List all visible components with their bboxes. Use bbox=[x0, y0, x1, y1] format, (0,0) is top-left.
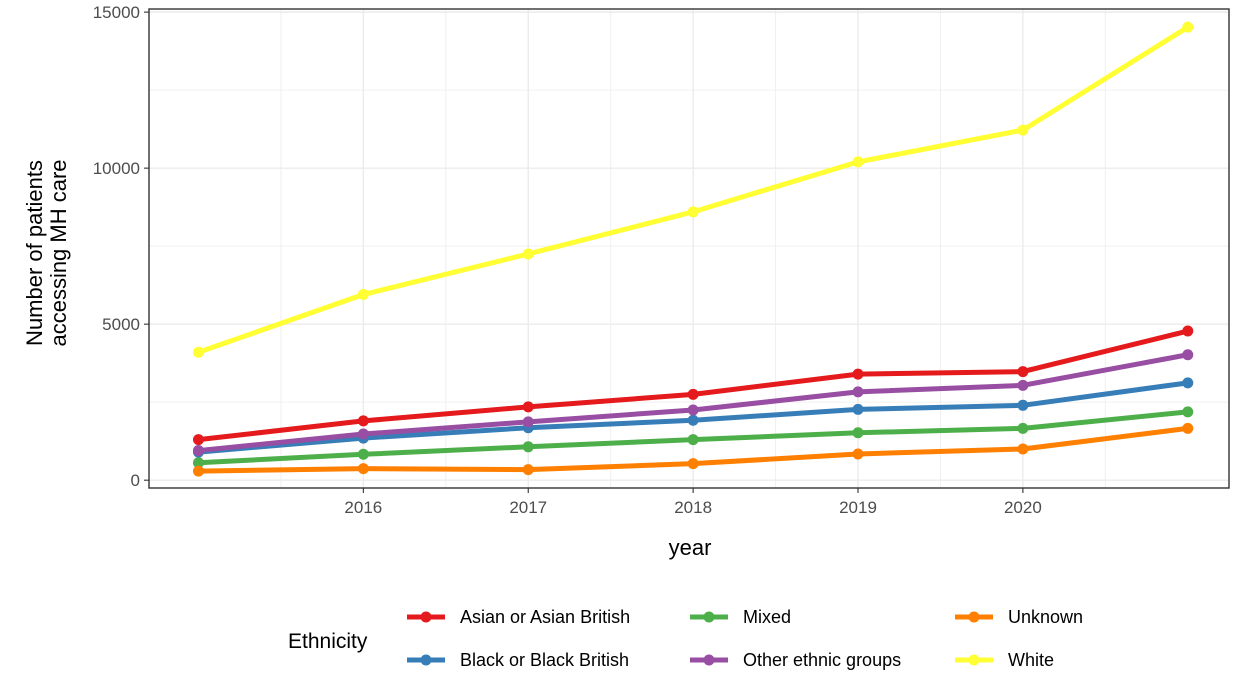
data-point bbox=[522, 441, 534, 453]
legend-title: Ethnicity bbox=[288, 630, 368, 653]
data-point bbox=[192, 346, 204, 358]
legend-item: Black or Black British bbox=[407, 650, 629, 670]
legend-key-point bbox=[703, 611, 715, 623]
data-point bbox=[1017, 366, 1029, 378]
data-point bbox=[1182, 325, 1194, 337]
data-point bbox=[687, 458, 699, 470]
legend-key-point bbox=[968, 654, 980, 666]
y-tick-label: 5000 bbox=[102, 315, 140, 334]
series-4 bbox=[192, 422, 1194, 477]
data-point bbox=[357, 448, 369, 460]
legend-label: White bbox=[1008, 650, 1054, 670]
legend-label: Asian or Asian British bbox=[460, 607, 630, 627]
y-axis-title-line-2: accessing MH care bbox=[46, 159, 71, 346]
data-point bbox=[522, 401, 534, 413]
x-tick-label: 2020 bbox=[1004, 498, 1042, 517]
data-point bbox=[522, 248, 534, 260]
data-point bbox=[1017, 124, 1029, 136]
y-axis-title: Number of patients accessing MH care bbox=[22, 159, 71, 346]
data-point bbox=[357, 463, 369, 475]
legend-label: Unknown bbox=[1008, 607, 1083, 627]
data-point bbox=[852, 368, 864, 380]
plot-panel bbox=[149, 9, 1229, 488]
x-axis-title: year bbox=[669, 535, 712, 560]
data-point bbox=[687, 414, 699, 426]
data-point bbox=[852, 448, 864, 460]
legend-label: Other ethnic groups bbox=[743, 650, 901, 670]
legend-item: Mixed bbox=[690, 607, 791, 627]
legend-key-point bbox=[703, 654, 715, 666]
data-point bbox=[687, 388, 699, 400]
x-tick-label: 2017 bbox=[509, 498, 547, 517]
legend-label: Mixed bbox=[743, 607, 791, 627]
series-3 bbox=[192, 349, 1194, 457]
data-point bbox=[1017, 379, 1029, 391]
data-point bbox=[1182, 406, 1194, 418]
x-tick-label: 2018 bbox=[674, 498, 712, 517]
data-point bbox=[852, 403, 864, 415]
legend-item: Other ethnic groups bbox=[690, 650, 901, 670]
data-point bbox=[1182, 422, 1194, 434]
legend-label: Black or Black British bbox=[460, 650, 629, 670]
legend: Ethnicity Asian or Asian British Black or… bbox=[288, 607, 1083, 670]
data-point bbox=[1017, 443, 1029, 455]
data-point bbox=[852, 427, 864, 439]
data-point bbox=[192, 445, 204, 457]
data-point bbox=[357, 289, 369, 301]
data-point bbox=[1182, 21, 1194, 33]
data-point bbox=[1017, 422, 1029, 434]
data-point bbox=[192, 457, 204, 469]
x-tick-label: 2016 bbox=[344, 498, 382, 517]
legend-item: Unknown bbox=[955, 607, 1083, 627]
data-point bbox=[1182, 377, 1194, 389]
data-point bbox=[1182, 349, 1194, 361]
y-tick-label: 0 bbox=[131, 471, 140, 490]
x-tick-label: 2019 bbox=[839, 498, 877, 517]
data-point bbox=[522, 464, 534, 476]
data-point bbox=[687, 404, 699, 416]
panel-background bbox=[149, 9, 1229, 488]
panel-border bbox=[148, 8, 1230, 489]
data-point bbox=[687, 206, 699, 218]
legend-item: Asian or Asian British bbox=[407, 607, 630, 627]
data-point bbox=[687, 434, 699, 446]
series-2 bbox=[192, 406, 1194, 469]
data-point bbox=[852, 386, 864, 398]
legend-item: White bbox=[955, 650, 1054, 670]
data-point bbox=[522, 416, 534, 428]
y-axis-title-line-1: Number of patients bbox=[22, 160, 47, 346]
series-0 bbox=[192, 325, 1194, 446]
data-point bbox=[852, 156, 864, 168]
series-5 bbox=[192, 21, 1194, 358]
data-point bbox=[1017, 399, 1029, 411]
data-point bbox=[357, 415, 369, 427]
y-tick-label: 10000 bbox=[93, 159, 140, 178]
axes: 0 5000 10000 15000 2016 2017 2018 2019 2020 bbox=[93, 3, 1230, 517]
y-tick-label: 15000 bbox=[93, 3, 140, 22]
data-point bbox=[192, 434, 204, 446]
legend-key-point bbox=[420, 654, 432, 666]
legend-key-point bbox=[420, 611, 432, 623]
series-layer bbox=[192, 21, 1194, 477]
data-point bbox=[357, 428, 369, 440]
data-point bbox=[192, 465, 204, 477]
legend-key-point bbox=[968, 611, 980, 623]
